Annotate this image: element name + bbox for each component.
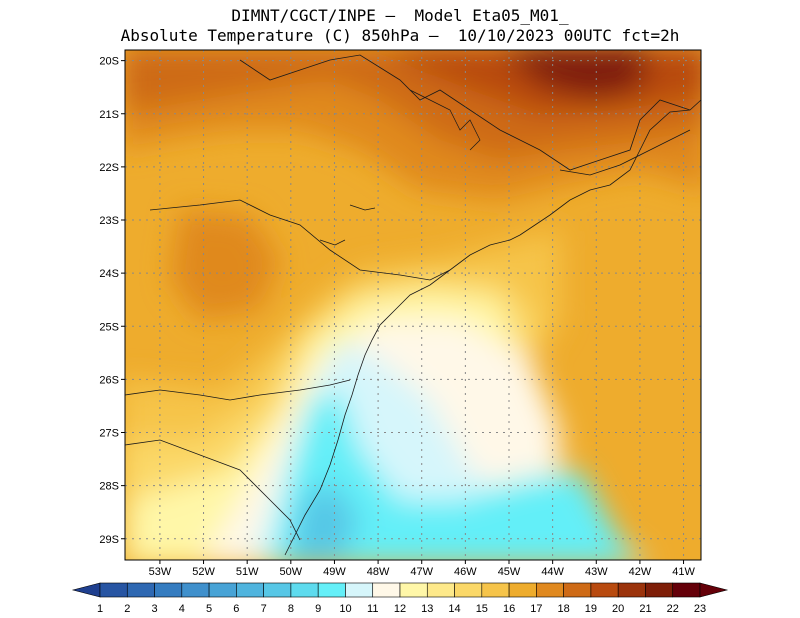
state-border-sp-pr xyxy=(149,199,451,281)
colorbar-swatch xyxy=(672,582,701,598)
colorbar-label: 2 xyxy=(124,603,130,615)
colorbar-swatch xyxy=(99,582,128,598)
plot-frame xyxy=(124,49,702,561)
colorbar-label: 19 xyxy=(585,603,597,615)
lake-outline xyxy=(319,204,376,246)
latitude-ticks: 20S 21S 22S 23S 24S 25S 26S 27S 28S 29S xyxy=(99,56,125,546)
lon-tick-label: 41W xyxy=(672,566,695,578)
colorbar-swatch xyxy=(536,582,564,598)
colorbar-swatch xyxy=(317,582,346,598)
colorbar-swatch xyxy=(426,582,455,598)
lat-tick-label: 28S xyxy=(99,481,119,493)
lat-tick-label: 24S xyxy=(99,268,119,280)
lon-tick-label: 48W xyxy=(367,566,390,578)
colorbar-swatch xyxy=(290,582,319,598)
colorbar-label: 8 xyxy=(288,603,294,615)
colorbar-swatch xyxy=(236,582,264,598)
colorbar-label: 4 xyxy=(179,603,185,615)
colorbar-swatch xyxy=(208,582,237,598)
colorbar-label: 6 xyxy=(233,603,239,615)
colorbar-swatch xyxy=(481,582,510,598)
lat-tick-label: 27S xyxy=(99,428,119,440)
colorbar-labels: 1 2 3 4 5 6 7 8 9 10 11 12 13 14 15 16 17 18 19 20 21 22 23 xyxy=(97,603,706,615)
colorbar-swatch xyxy=(508,582,537,598)
colorbar-high-end xyxy=(699,582,729,598)
field-8-9 xyxy=(290,480,360,560)
lon-tick-label: 50W xyxy=(280,566,303,578)
colorbar-label: 14 xyxy=(448,603,460,615)
colorbar-label: 7 xyxy=(261,603,267,615)
colorbar-label: 1 xyxy=(97,603,103,615)
state-border-sc-rs xyxy=(125,439,301,541)
field-21-22 xyxy=(505,50,649,100)
colorbar-swatch xyxy=(345,582,374,598)
colorbar-label: 20 xyxy=(612,603,624,615)
colorbar-label: 3 xyxy=(151,603,157,615)
colorbar-swatch xyxy=(563,582,592,598)
lat-lon-grid xyxy=(125,50,701,560)
colorbar-swatch xyxy=(263,582,292,598)
colorbar-label: 13 xyxy=(421,603,433,615)
colorbar-swatch xyxy=(617,582,646,598)
colorbar-label: 16 xyxy=(503,603,515,615)
lat-tick-label: 21S xyxy=(99,109,119,121)
colorbar-label: 15 xyxy=(476,603,488,615)
field-9-10 xyxy=(271,390,636,560)
colorbar-label: 11 xyxy=(367,603,378,615)
colorbar-label: 12 xyxy=(394,603,406,615)
field-west-warm xyxy=(170,210,280,320)
colorbar-swatch xyxy=(399,582,428,598)
colorbar-swatch xyxy=(154,582,183,598)
lat-tick-label: 20S xyxy=(99,56,119,68)
map-title-line-2: Absolute Temperature (C) 850hPa – 10/10/… xyxy=(120,26,680,45)
colorbar-swatch xyxy=(590,582,619,598)
colorbar-swatch xyxy=(372,582,401,598)
colorbar-label: 5 xyxy=(206,603,212,615)
river-system xyxy=(409,89,481,151)
state-border-mg-rj xyxy=(559,129,691,176)
lat-tick-label: 22S xyxy=(99,162,119,174)
colorbar-swatch xyxy=(181,582,210,598)
colorbar-label: 23 xyxy=(694,603,706,615)
colorbar-label: 21 xyxy=(639,603,651,615)
boundaries xyxy=(125,54,701,556)
state-border-pr-sc xyxy=(125,379,351,401)
lat-tick-label: 23S xyxy=(99,215,119,227)
colorbar-low-end xyxy=(71,582,101,598)
map-title-line-1: DIMNT/CGCT/INPE – Model Eta05_M01_ xyxy=(231,6,569,25)
lon-tick-label: 44W xyxy=(541,566,564,578)
colorbar-label: 17 xyxy=(530,603,542,615)
colorbar-swatch xyxy=(454,582,483,598)
lon-tick-label: 46W xyxy=(454,566,477,578)
lon-tick-label: 45W xyxy=(498,566,521,578)
lon-tick-label: 53W xyxy=(149,566,172,578)
lon-tick-label: 52W xyxy=(192,566,215,578)
lon-tick-label: 43W xyxy=(585,566,608,578)
lon-tick-label: 42W xyxy=(629,566,652,578)
colorbar-swatch xyxy=(126,582,155,598)
state-border-mg-sp xyxy=(239,54,691,171)
colorbar xyxy=(71,582,729,598)
colorbar-swatch xyxy=(645,582,674,598)
temperature-field xyxy=(125,50,701,560)
lat-tick-label: 25S xyxy=(99,321,119,333)
colorbar-label: 10 xyxy=(339,603,351,615)
longitude-ticks: 53W 52W 51W 50W 49W 48W 47W 46W 45W 44W 43W 42W 41W xyxy=(149,560,695,578)
lon-tick-label: 51W xyxy=(236,566,259,578)
lon-tick-label: 47W xyxy=(410,566,433,578)
lon-tick-label: 49W xyxy=(323,566,346,578)
lat-tick-label: 26S xyxy=(99,374,119,386)
colorbar-label: 22 xyxy=(667,603,679,615)
lat-tick-label: 29S xyxy=(99,534,119,546)
colorbar-label: 18 xyxy=(558,603,570,615)
colorbar-label: 9 xyxy=(315,603,321,615)
